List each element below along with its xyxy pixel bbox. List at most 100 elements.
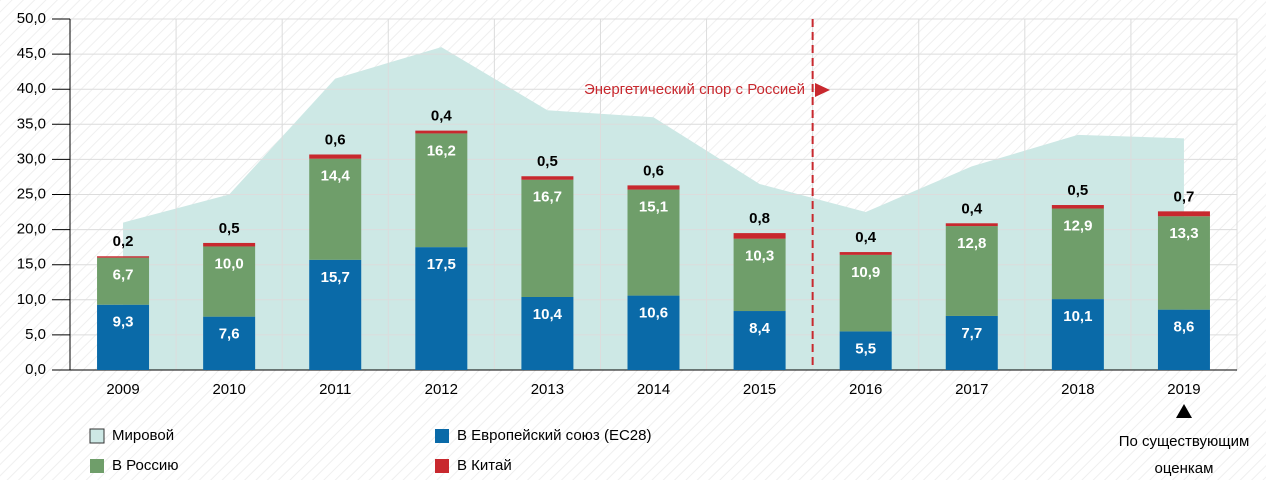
value-label: 0,5 [219,220,240,237]
value-label: 8,4 [749,320,771,337]
value-label: 0,2 [113,233,134,250]
bar-segment [309,259,362,370]
bar-segment [309,154,362,159]
legend-swatch [89,428,105,444]
legend-swatch [435,429,449,443]
value-label: 0,4 [855,229,877,246]
annotation: По существующим [1119,433,1250,450]
bar-segment [203,316,256,370]
value-label: 9,3 [113,314,134,331]
x-tick-label: 2018 [1061,381,1094,398]
value-label: 6,7 [113,267,134,284]
x-tick-label: 2014 [637,381,670,398]
y-tick-label: 50,0 [17,10,46,27]
y-tick-label: 0,0 [25,361,46,378]
x-tick-label: 2016 [849,381,882,398]
value-label: 8,6 [1174,319,1195,336]
bar-segment [203,242,256,247]
value-label: 17,5 [427,256,456,273]
y-tick-label: 15,0 [17,256,46,273]
legend-swatch [435,459,449,473]
legend-label: В Китай [457,457,512,474]
value-label: 0,4 [961,200,983,217]
legend-label: В Россию [112,457,179,474]
value-label: 12,9 [1063,218,1092,235]
bar-segment [945,226,998,316]
bar-segment [521,179,574,297]
bar-segment [203,246,256,317]
y-tick-label: 10,0 [17,291,46,308]
bar-segment [1051,205,1104,209]
bar-segment [309,158,362,260]
bar-segment [945,315,998,370]
bar-segment [521,296,574,370]
annotation-arrow [815,83,830,97]
y-tick-label: 5,0 [25,326,46,343]
value-label: 0,5 [1067,182,1088,199]
y-tick-label: 35,0 [17,115,46,132]
value-label: 10,6 [639,305,668,322]
x-tick-label: 2010 [212,381,245,398]
x-tick-label: 2011 [319,381,351,398]
value-label: 13,3 [1169,225,1198,242]
value-label: 10,0 [215,255,244,272]
value-label: 0,4 [431,108,453,125]
x-tick-label: 2009 [106,381,139,398]
x-tick-label: 2012 [425,381,458,398]
x-tick-label: 2019 [1167,381,1200,398]
bar-segment [415,247,468,370]
value-label: 10,3 [745,248,774,265]
bar-segment [1157,211,1210,217]
bar-segment [627,295,680,370]
value-label: 0,6 [325,131,346,148]
annotation: Энергетический спор с Россией [584,81,805,98]
value-label: 16,2 [427,142,456,159]
bar-segment [733,238,786,312]
annotation: оценкам [1155,460,1214,477]
y-tick-label: 20,0 [17,221,46,238]
bar-segment [839,254,892,332]
value-label: 7,6 [219,326,240,343]
value-label: 15,7 [321,269,350,286]
bar-segment [1051,208,1104,300]
legend-swatch [90,459,104,473]
y-tick-label: 25,0 [17,185,46,202]
value-label: 0,5 [537,153,558,170]
bar-segment [415,133,468,248]
y-tick-label: 30,0 [17,150,46,167]
bar-segment [521,176,574,180]
legend-label: Мировой [112,427,174,444]
bar-segment [945,223,998,227]
value-label: 0,7 [1174,188,1195,205]
bar-segment [627,189,680,296]
value-label: 5,5 [855,340,876,357]
value-label: 7,7 [961,325,982,342]
bar-segment [733,311,786,370]
value-label: 14,4 [321,168,351,185]
annotation-arrow [1176,404,1192,418]
value-label: 10,1 [1063,308,1092,325]
bar-segment [733,233,786,239]
legend-label: В Европейский союз (ЕС28) [457,427,651,444]
bar-segment [415,130,468,134]
bar-segment [839,331,892,370]
x-tick-label: 2013 [531,381,564,398]
bar-segment [627,185,680,190]
value-label: 10,9 [851,264,880,281]
value-label: 0,6 [643,162,664,179]
bar-segment [1157,216,1210,310]
bar-segment [97,256,150,258]
value-label: 16,7 [533,189,562,206]
x-tick-label: 2015 [743,381,776,398]
plot: 0,0 5,0 10,0 15,0 20,0 25,0 30,0 35,0 40,0 45,0 50… [17,10,1238,398]
y-tick-label: 45,0 [17,45,46,62]
bar-segment [839,252,892,255]
bar-segment [1157,309,1210,370]
value-label: 10,4 [533,306,563,323]
bar-segment [97,304,150,370]
value-label: 0,8 [749,210,770,227]
value-label: 12,8 [957,235,986,252]
value-label: 15,1 [639,199,668,216]
bar-segment [97,257,150,305]
